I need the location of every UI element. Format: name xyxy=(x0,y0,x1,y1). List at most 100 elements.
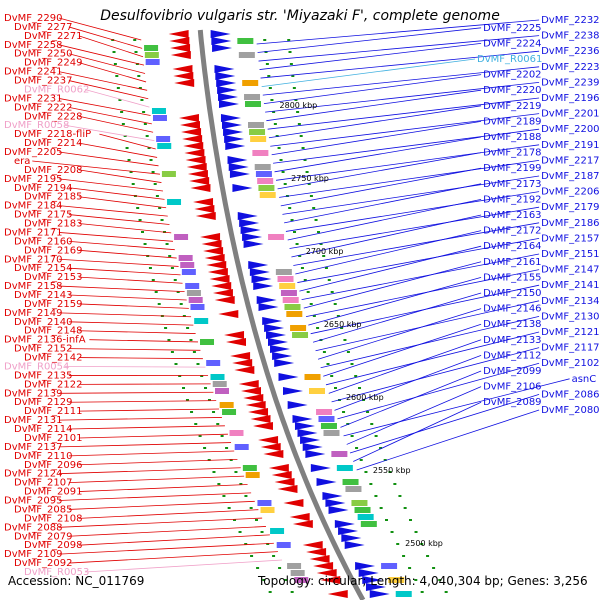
forward-gene-arrow xyxy=(263,450,284,458)
tick-dot xyxy=(278,567,282,569)
left-gene-label: DvMF_2231 xyxy=(4,93,62,104)
tick-dot xyxy=(129,171,133,173)
left-label-leader xyxy=(68,500,255,510)
left-gene-label: DvMF_2131 xyxy=(4,415,62,426)
tick-dot xyxy=(322,255,326,257)
forward-gene-arrow xyxy=(194,205,215,213)
tick-dot xyxy=(165,243,169,245)
gene-category-block xyxy=(342,479,359,485)
forward-gene-arrow xyxy=(180,121,201,129)
right-gene-label: DvMF_2201 xyxy=(541,109,599,120)
reverse-gene-arrow xyxy=(362,576,383,584)
right-label-leader xyxy=(259,43,482,70)
forward-gene-arrow xyxy=(209,275,230,283)
tick-dot xyxy=(133,39,137,41)
tick-dot xyxy=(148,267,152,269)
tick-dot xyxy=(121,123,125,125)
gene-category-block xyxy=(258,185,275,191)
forward-gene-arrow xyxy=(224,331,245,339)
forward-gene-arrow xyxy=(316,569,337,577)
right-gene-label: DvMF_2188 xyxy=(483,132,541,143)
gene-category-block xyxy=(156,136,171,142)
right-label-leader xyxy=(287,199,482,241)
tick-dot xyxy=(364,471,368,473)
tick-dot xyxy=(290,219,294,221)
tick-dot xyxy=(212,411,216,413)
left-label-leader xyxy=(78,249,177,259)
left-label-leader xyxy=(68,526,266,537)
tick-dot xyxy=(398,495,402,497)
forward-gene-arrow xyxy=(245,401,266,409)
left-gene-label: DvMF_2091 xyxy=(24,487,82,498)
left-gene-label: DvMF_2184 xyxy=(4,201,62,212)
tick-dot xyxy=(203,447,207,449)
tick-dot xyxy=(217,483,221,485)
tick-dot xyxy=(176,291,180,293)
tick-dot xyxy=(272,111,276,113)
tick-dot xyxy=(227,507,231,509)
reverse-gene-arrow xyxy=(365,583,386,591)
right-gene-label: DvMF_2187 xyxy=(541,171,599,182)
reverse-gene-arrow xyxy=(264,324,285,332)
tick-dot xyxy=(140,99,144,101)
tick-dot xyxy=(350,435,354,437)
tick-dot xyxy=(277,147,281,149)
tick-dot xyxy=(170,267,174,269)
tick-dot xyxy=(137,75,141,77)
right-gene-label: DvMF_2236 xyxy=(541,46,599,57)
reverse-gene-arrow xyxy=(294,422,315,430)
tick-dot xyxy=(154,291,158,293)
right-label-leader xyxy=(299,245,482,292)
tick-dot xyxy=(319,243,323,245)
reverse-gene-arrow xyxy=(224,135,245,143)
left-label-leader xyxy=(68,240,175,251)
tick-dot xyxy=(314,219,318,221)
right-gene-label: DvMF_2147 xyxy=(541,265,599,276)
gene-category-block xyxy=(282,297,299,303)
right-label-leader xyxy=(337,362,540,420)
tick-dot xyxy=(359,459,363,461)
left-gene-label: DvMF_2159 xyxy=(24,299,82,310)
gene-category-block xyxy=(388,577,405,583)
forward-gene-arrow xyxy=(190,184,211,192)
tick-dot xyxy=(185,399,189,401)
gene-category-block xyxy=(161,171,176,177)
forward-gene-arrow xyxy=(283,499,304,507)
tick-dot xyxy=(157,303,161,305)
gene-category-block xyxy=(351,500,368,506)
left-label-leader xyxy=(78,534,270,546)
left-label-leader xyxy=(58,417,222,421)
forward-gene-arrow xyxy=(274,478,295,486)
tick-dot xyxy=(284,579,288,581)
reverse-gene-arrow xyxy=(297,429,318,437)
tick-dot xyxy=(164,327,168,329)
right-gene-label: DvMF_2151 xyxy=(541,249,599,260)
gene-category-block xyxy=(238,52,255,58)
left-gene-label: DvMF_2160 xyxy=(14,236,72,247)
tick-dot xyxy=(125,147,129,149)
left-gene-label: DvMF_2205 xyxy=(4,147,62,158)
right-gene-label: DvMF_2130 xyxy=(541,311,599,322)
right-label-leader xyxy=(349,394,540,454)
tick-dot xyxy=(138,219,142,221)
gene-category-block xyxy=(304,374,321,380)
right-label-leader xyxy=(284,183,482,224)
tick-dot xyxy=(346,351,350,353)
tick-dot xyxy=(179,303,183,305)
gene-category-block xyxy=(323,430,340,436)
left-gene-label: DvMF_2122 xyxy=(24,379,82,390)
forward-gene-arrow xyxy=(306,548,327,556)
left-gene-label: DvMF_2277 xyxy=(14,22,72,33)
right-gene-label: DvMF_2200 xyxy=(541,124,599,135)
tick-label: 2700 kbp xyxy=(306,247,344,256)
right-label-leader xyxy=(323,323,482,377)
left-label-leader xyxy=(78,196,167,209)
right-label-leader xyxy=(273,128,540,164)
left-label-leader xyxy=(78,433,228,439)
left-label-leader xyxy=(58,285,185,293)
forward-gene-arrow xyxy=(302,541,323,549)
tick-dot xyxy=(291,75,295,77)
tick-dot xyxy=(301,147,305,149)
reverse-gene-arrow xyxy=(274,359,295,367)
right-label-leader xyxy=(340,370,482,428)
